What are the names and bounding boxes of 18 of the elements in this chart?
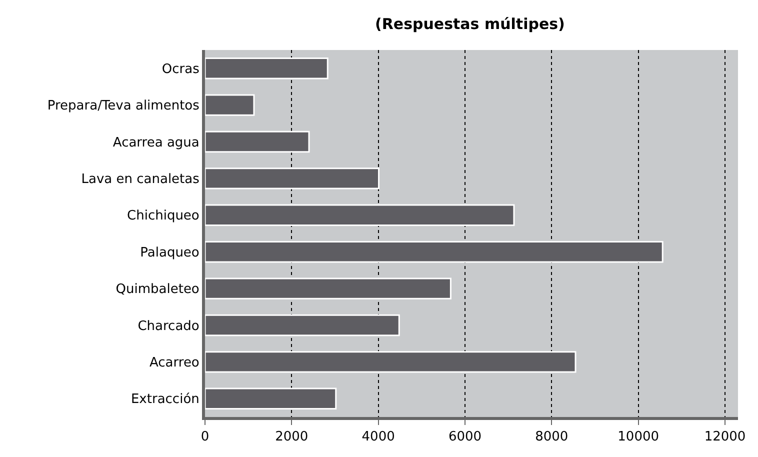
x-tick-label: 10000 [618, 430, 660, 445]
y-tick-label: Lava en canaletas [81, 172, 200, 187]
y-tick-label: Prepara/Teva alimentos [47, 98, 200, 114]
y-tick-label: Quimbaleteo [116, 282, 200, 298]
y-tick-label: Ocras [162, 62, 200, 77]
y-tick-label: Acarreo [149, 356, 200, 370]
y-tick-label: Charcado [138, 318, 200, 334]
y-tick-label: Acarrea agua [112, 135, 200, 150]
x-tick-label: 0 [200, 430, 210, 445]
x-tick-label: 8000 [535, 430, 568, 445]
x-tick-label: 6000 [448, 430, 482, 445]
y-tick-label: Extracción [130, 392, 200, 408]
y-tick-label: Palaqueo [140, 245, 200, 260]
x-tick-label: 12000 [704, 430, 746, 445]
x-tick-label: 2000 [275, 430, 308, 445]
y-tick-label: Chichiqueo [127, 208, 200, 224]
x-tick-label: 4000 [362, 430, 395, 445]
chart-title: (Respuestas múltipes) [374, 14, 565, 33]
